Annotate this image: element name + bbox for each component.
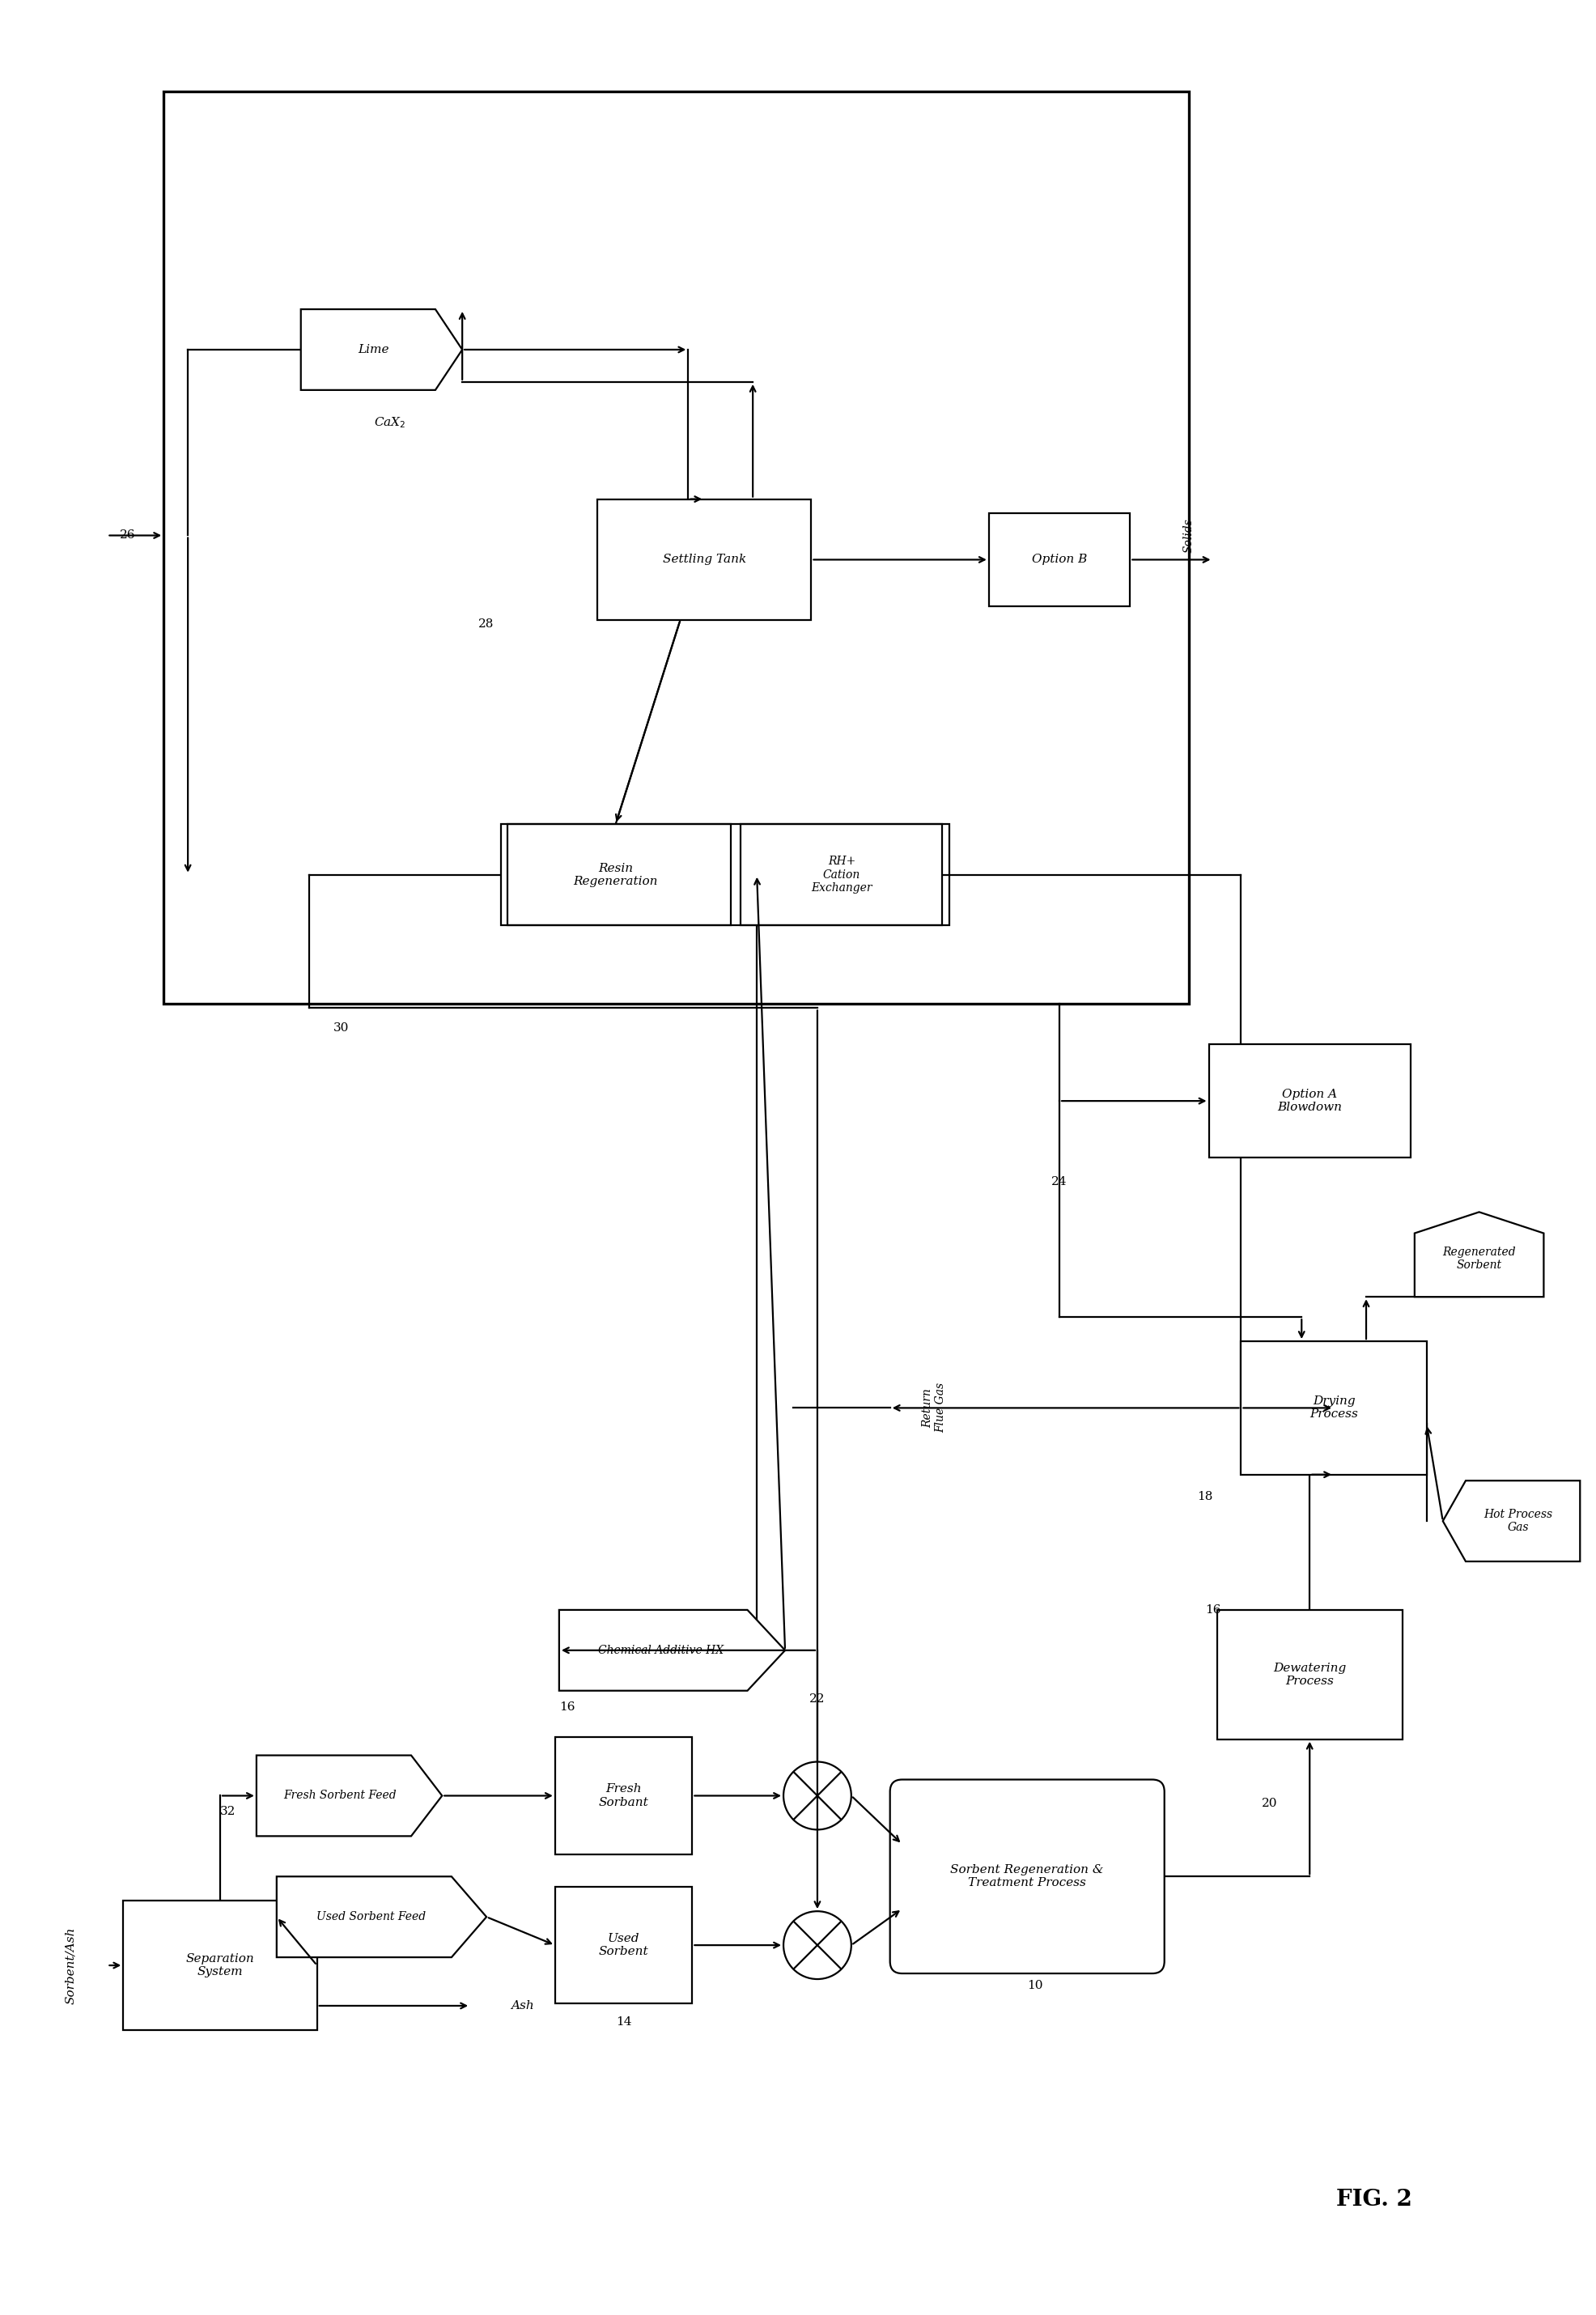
Text: Option A
Blowdown: Option A Blowdown — [1277, 1088, 1342, 1114]
FancyBboxPatch shape — [555, 1887, 693, 2005]
FancyBboxPatch shape — [1242, 1340, 1427, 1475]
Text: FIG. 2: FIG. 2 — [1336, 2188, 1412, 2211]
Text: 16: 16 — [559, 1702, 575, 1713]
Text: CaX$_2$: CaX$_2$ — [373, 414, 405, 431]
Text: Option B: Option B — [1033, 553, 1087, 565]
Text: Used
Sorbent: Used Sorbent — [598, 1933, 648, 1958]
Text: Sorbent/Ash: Sorbent/Ash — [65, 1926, 77, 2005]
Text: Drying
Process: Drying Process — [1310, 1396, 1358, 1419]
Text: Used Sorbent Feed: Used Sorbent Feed — [316, 1912, 426, 1921]
Text: 10: 10 — [1028, 1979, 1044, 1991]
Polygon shape — [559, 1609, 785, 1690]
Text: 18: 18 — [1197, 1491, 1213, 1502]
FancyBboxPatch shape — [1216, 1609, 1403, 1739]
Text: Ash: Ash — [511, 2000, 535, 2012]
Text: 22: 22 — [809, 1692, 825, 1704]
FancyBboxPatch shape — [597, 500, 811, 620]
Text: Separation
System: Separation System — [185, 1954, 254, 1977]
Text: 16: 16 — [1205, 1604, 1221, 1616]
FancyBboxPatch shape — [501, 824, 731, 926]
Text: 14: 14 — [616, 2016, 632, 2028]
Text: Fresh Sorbent Feed: Fresh Sorbent Feed — [284, 1789, 396, 1801]
Text: 26: 26 — [120, 530, 136, 542]
Polygon shape — [257, 1755, 442, 1836]
Text: Settling Tank: Settling Tank — [662, 553, 747, 565]
FancyBboxPatch shape — [990, 514, 1130, 607]
Text: Fresh
Sorbant: Fresh Sorbant — [598, 1783, 648, 1808]
Polygon shape — [1443, 1482, 1580, 1560]
Text: Return
Flue Gas: Return Flue Gas — [922, 1382, 946, 1433]
Text: Regenerated
Sorbent: Regenerated Sorbent — [1443, 1245, 1516, 1271]
Text: Solids: Solids — [1183, 519, 1194, 553]
Text: Hot Process
Gas: Hot Process Gas — [1484, 1509, 1553, 1533]
FancyBboxPatch shape — [741, 824, 943, 926]
Circle shape — [784, 1912, 851, 1979]
Text: Chemical Additive HX: Chemical Additive HX — [598, 1644, 723, 1655]
Polygon shape — [1414, 1213, 1543, 1296]
Text: 24: 24 — [1052, 1176, 1068, 1188]
Polygon shape — [276, 1877, 487, 1956]
Text: 30: 30 — [334, 1023, 350, 1035]
FancyBboxPatch shape — [555, 1736, 693, 1854]
Text: Sorbent Regeneration &
Treatment Process: Sorbent Regeneration & Treatment Process — [951, 1864, 1104, 1889]
Text: 28: 28 — [479, 618, 495, 630]
Polygon shape — [302, 310, 463, 389]
Text: Resin
Regeneration: Resin Regeneration — [573, 863, 658, 887]
Text: 20: 20 — [1261, 1799, 1277, 1810]
Text: Dewatering
Process: Dewatering Process — [1274, 1662, 1345, 1688]
FancyBboxPatch shape — [891, 1780, 1165, 1972]
Text: RH+
Cation
Exchanger: RH+ Cation Exchanger — [811, 857, 871, 894]
FancyBboxPatch shape — [123, 1901, 318, 2030]
Text: Lime: Lime — [358, 345, 389, 354]
Circle shape — [784, 1762, 851, 1829]
FancyBboxPatch shape — [1208, 1044, 1411, 1158]
Text: 32: 32 — [220, 1806, 236, 1817]
